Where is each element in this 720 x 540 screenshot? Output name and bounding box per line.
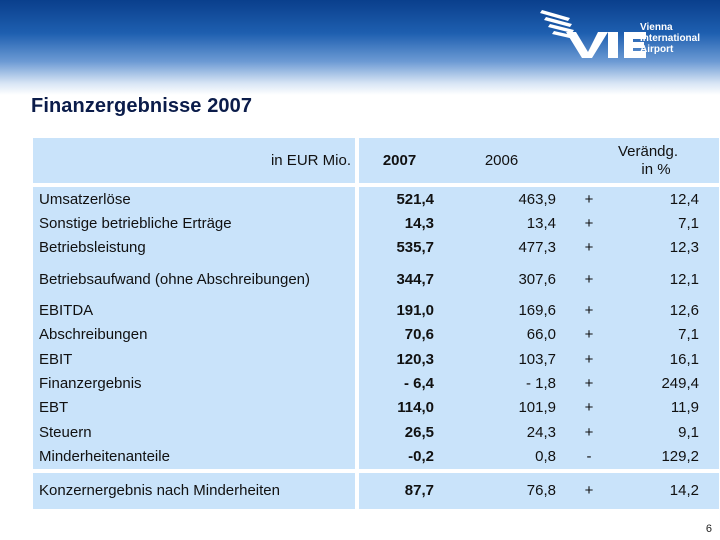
value-2006: 103,7	[440, 346, 563, 372]
row-label: Umsatzerlöse	[33, 187, 355, 212]
header-band	[0, 0, 720, 95]
total-2006: 76,8	[440, 472, 563, 509]
row-label: EBIT	[33, 346, 355, 372]
value-2007: - 6,4	[359, 371, 440, 396]
value-2007: 521,4	[359, 187, 440, 212]
table-row: Abschreibungen 70,6 66,0 +7,1	[33, 322, 719, 347]
value-2007: 26,5	[359, 420, 440, 445]
change-percent: 9,1	[619, 420, 719, 445]
change-sign: +	[563, 235, 619, 261]
value-2007: 191,0	[359, 298, 440, 323]
change-header: Verändg. in %	[563, 138, 719, 183]
financial-results-table: in EUR Mio. 2007 2006 Verändg. in % Umsa…	[33, 138, 719, 509]
value-2006: 24,3	[440, 420, 563, 445]
change-sign: +	[563, 346, 619, 372]
table-header-row: in EUR Mio. 2007 2006 Verändg. in %	[33, 138, 719, 183]
value-2006: 101,9	[440, 395, 563, 421]
change-sign: +	[563, 298, 619, 323]
change-sign: +	[563, 395, 619, 421]
value-2007: 120,3	[359, 346, 440, 372]
value-2007: -0,2	[359, 444, 440, 469]
value-2007: 70,6	[359, 322, 440, 347]
table-row: Steuern 26,5 24,3 +9,1	[33, 420, 719, 445]
value-2007: 535,7	[359, 235, 440, 261]
row-label: Sonstige betriebliche Erträge	[33, 211, 355, 236]
change-sign: +	[563, 322, 619, 347]
vie-logo-icon	[540, 10, 646, 58]
row-label: Minderheitenanteile	[33, 444, 355, 469]
value-2007: 14,3	[359, 211, 440, 236]
logo-text: Vienna International Airport	[640, 22, 701, 55]
value-2006: 0,8	[440, 444, 563, 469]
col-2007-header: 2007	[359, 138, 440, 183]
change-percent: 7,1	[619, 322, 719, 347]
total-row: Konzernergebnis nach Minderheiten 87,7 7…	[33, 472, 719, 509]
total-sign: +	[563, 472, 619, 509]
change-sign: -	[563, 444, 619, 469]
change-percent: 249,4	[619, 371, 719, 396]
change-sign: +	[563, 187, 619, 212]
total-2007: 87,7	[359, 472, 440, 509]
row-label: EBT	[33, 395, 355, 421]
value-2006: 13,4	[440, 211, 563, 236]
table-row: EBITDA 191,0 169,6 +12,6	[33, 298, 719, 323]
table-row: Betriebsaufwand (ohne Abschreibungen) 344…	[33, 260, 719, 299]
value-2006: 463,9	[440, 187, 563, 212]
table-row: Minderheitenanteile -0,2 0,8-129,2	[33, 444, 719, 469]
value-2006: 477,3	[440, 235, 563, 261]
table-row: Finanzergebnis - 6,4- 1,8 +249,4	[33, 371, 719, 396]
change-sign: +	[563, 420, 619, 445]
change-sign: +	[563, 371, 619, 396]
row-label: EBITDA	[33, 298, 355, 323]
table-row: Umsatzerlöse 521,4 463,9 +12,4	[33, 187, 719, 212]
change-percent: 11,9	[619, 395, 719, 421]
change-percent: 12,1	[619, 260, 719, 299]
row-label: Abschreibungen	[33, 322, 355, 347]
value-2006: 66,0	[440, 322, 563, 347]
value-2006: - 1,8	[440, 371, 563, 396]
page-number: 6	[705, 523, 712, 535]
value-2007: 344,7	[359, 260, 440, 299]
table-row: EBIT 120,3 103,7 +16,1	[33, 346, 719, 372]
change-sign: +	[563, 211, 619, 236]
value-2006: 307,6	[440, 260, 563, 299]
value-2007: 114,0	[359, 395, 440, 421]
change-percent: 12,3	[619, 235, 719, 261]
total-label: Konzernergebnis nach Minderheiten	[33, 472, 355, 509]
change-percent: 129,2	[619, 444, 719, 469]
table-row: EBT 114,0 101,9 +11,9	[33, 395, 719, 421]
change-sign: +	[563, 260, 619, 299]
change-percent: 12,6	[619, 298, 719, 323]
table-row: Sonstige betriebliche Erträge 14,3 13,4 +7,…	[33, 211, 719, 236]
unit-header: in EUR Mio.	[33, 138, 355, 183]
change-percent: 7,1	[619, 211, 719, 236]
total-change: 14,2	[619, 472, 719, 509]
col-2006-header: 2006	[440, 138, 563, 183]
row-label: Finanzergebnis	[33, 371, 355, 396]
row-label: Betriebsleistung	[33, 235, 355, 261]
change-percent: 16,1	[619, 346, 719, 372]
value-2006: 169,6	[440, 298, 563, 323]
table-row: Betriebsleistung 535,7 477,3 +12,3	[33, 235, 719, 261]
change-percent: 12,4	[619, 187, 719, 212]
row-label: Betriebsaufwand (ohne Abschreibungen)	[33, 260, 355, 299]
page-title: Finanzergebnisse 2007	[31, 95, 253, 117]
row-label: Steuern	[33, 420, 355, 445]
